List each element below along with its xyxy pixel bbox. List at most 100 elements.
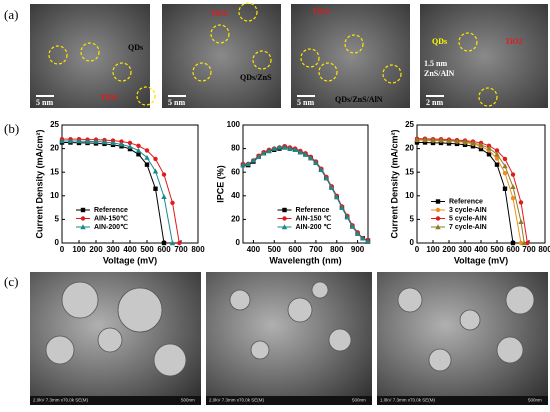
x-tick-label: 900: [351, 245, 365, 254]
info-bar: [206, 396, 372, 405]
y-tick-label: 20: [405, 144, 414, 153]
x-tick-label: 600: [157, 245, 171, 254]
y-tick-label: 10: [50, 191, 59, 200]
data-point: [323, 175, 330, 181]
tem-image: [420, 4, 548, 108]
data-point: [318, 167, 324, 173]
particle: [505, 285, 535, 315]
data-point: [153, 156, 158, 162]
data-point: [510, 240, 516, 246]
image-annotation: 1.5 nm: [424, 59, 447, 68]
y-tick-label: 20: [231, 215, 240, 224]
particle: [397, 287, 423, 313]
sem-info: 2.0kV 7.3mm x70.0k SE(M): [209, 398, 265, 403]
legend-label: 5 cycle-AIN: [449, 215, 487, 222]
particle: [287, 297, 313, 323]
legend-marker: [281, 224, 288, 230]
legend-label: Reference: [296, 207, 330, 214]
highlight-circle: [112, 62, 132, 82]
data-point: [93, 138, 99, 144]
particle: [428, 348, 452, 372]
x-tick-label: 700: [522, 245, 536, 254]
image-annotation: TiO2: [210, 9, 228, 18]
highlight-circle: [192, 62, 212, 82]
y-axis-label: Current Density (mA/cm²): [34, 129, 44, 238]
highlight-circle: [458, 32, 478, 52]
highlight-circle: [300, 48, 320, 68]
data-point: [255, 154, 262, 160]
x-tick-label: 800: [538, 245, 550, 254]
data-point: [127, 140, 133, 146]
image-annotation: ZnS/AlN: [424, 69, 454, 78]
data-point: [470, 144, 476, 149]
data-point: [177, 240, 182, 246]
legend-label: 7 cycle-AIN: [449, 224, 487, 231]
data-point: [339, 204, 345, 210]
particle: [229, 289, 251, 311]
particle: [97, 327, 123, 353]
legend-marker: [435, 216, 441, 221]
data-point: [281, 144, 288, 150]
data-point: [261, 150, 267, 156]
data-point: [240, 162, 246, 168]
image-annotation: QDs: [432, 37, 447, 46]
data-point: [414, 140, 420, 145]
data-point: [470, 140, 476, 146]
data-point: [161, 172, 167, 177]
data-point: [266, 148, 272, 154]
legend-label: Reference: [449, 198, 483, 205]
y-tick-label: 10: [405, 191, 414, 200]
data-point: [502, 163, 508, 169]
panel-label: (b): [4, 121, 19, 136]
data-point: [510, 172, 516, 177]
sem-info: 2.0kV 7.3mm x70.0k SE(M): [33, 398, 89, 403]
particle: [496, 336, 524, 364]
x-tick-label: 800: [191, 245, 205, 254]
sem-info: 1.0kV 7.3mm x70.0k SE(M): [380, 398, 436, 403]
legend-marker: [80, 207, 86, 213]
info-bar: [30, 396, 201, 405]
y-tick-label: 5: [410, 215, 415, 224]
data-point: [271, 145, 277, 151]
y-tick-label: 5: [55, 215, 60, 224]
x-tick-label: 700: [174, 245, 188, 254]
data-point: [454, 138, 460, 144]
x-tick-label: 400: [123, 245, 137, 254]
x-tick-label: 0: [415, 245, 420, 254]
data-point: [518, 219, 524, 224]
tem-image: [291, 4, 410, 108]
scale-bar-label: 2 nm: [426, 98, 443, 107]
panel-label: (c): [4, 274, 18, 289]
data-point: [494, 162, 500, 167]
y-tick-label: 0: [410, 238, 415, 247]
data-point: [354, 230, 361, 236]
highlight-circle: [48, 45, 68, 65]
data-point: [494, 148, 500, 153]
data-point: [518, 240, 524, 246]
scale-bar-label: 5 nm: [168, 98, 185, 107]
data-point: [365, 239, 371, 245]
legend-label: AIN-150 ℃: [296, 214, 332, 222]
data-point: [110, 140, 116, 146]
data-point: [144, 148, 150, 153]
x-tick-label: 0: [60, 245, 65, 254]
legend-marker: [435, 199, 441, 204]
x-tick-label: 400: [247, 245, 261, 254]
highlight-circle: [318, 62, 338, 82]
data-point: [161, 194, 167, 199]
x-tick-label: 500: [140, 245, 154, 254]
data-point: [462, 142, 468, 148]
legend-label: 3 cycle-AIN: [449, 207, 487, 214]
y-tick-label: 25: [50, 120, 59, 129]
data-point: [144, 162, 150, 167]
data-point: [161, 240, 167, 246]
data-point: [287, 145, 293, 151]
image-annotation: TiO2: [312, 7, 330, 16]
highlight-circle: [210, 24, 230, 44]
data-point: [152, 168, 159, 174]
data-point: [127, 146, 133, 152]
y-tick-label: 100: [227, 120, 241, 129]
image-annotation: TiO2: [100, 93, 118, 102]
data-point: [438, 137, 444, 143]
x-axis-label: Voltage (mV): [454, 255, 508, 265]
